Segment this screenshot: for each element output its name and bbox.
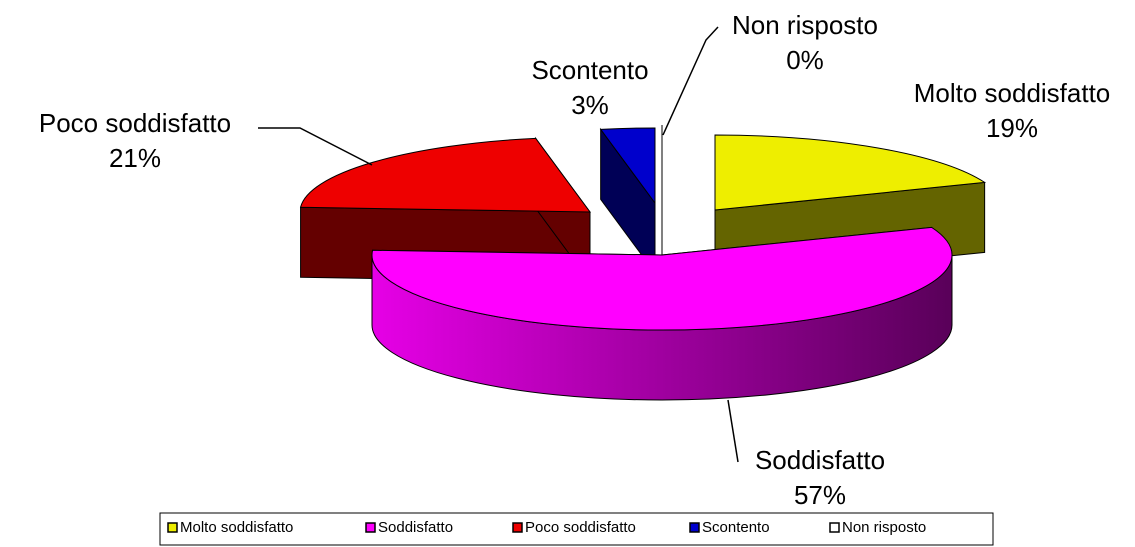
slice-top <box>371 226 953 331</box>
value-label: 57% <box>794 480 846 510</box>
legend-label: Poco soddisfatto <box>525 519 636 536</box>
leader-line <box>727 399 739 463</box>
slice-label: Non risposto <box>732 10 878 40</box>
leader-line <box>258 127 373 166</box>
slice-label: Poco soddisfatto <box>39 108 231 138</box>
leader-line <box>662 26 719 136</box>
legend-label: Soddisfatto <box>378 519 453 536</box>
legend-swatch <box>829 522 840 533</box>
leader-lines <box>258 26 739 463</box>
slice-label: Scontento <box>531 55 648 85</box>
slice-label: Molto soddisfatto <box>914 78 1111 108</box>
value-label: 19% <box>986 113 1038 143</box>
legend-swatch <box>365 522 376 533</box>
slice-top <box>599 127 656 205</box>
slice-top <box>714 134 987 211</box>
slice-label: Soddisfatto <box>755 445 885 475</box>
labels: Molto soddisfatto 19% Molto soddisfatto Sod… <box>39 10 1110 536</box>
legend-label: Scontento <box>702 519 770 536</box>
pie <box>299 125 987 401</box>
value-label: 0% <box>786 45 824 75</box>
slice-top <box>299 137 592 213</box>
legend-label: Molto soddisfatto <box>180 519 293 536</box>
legend-box <box>159 512 994 546</box>
slice <box>371 226 953 401</box>
legend-swatch <box>167 522 178 533</box>
legend-swatch <box>512 522 523 533</box>
legend-label: Non risposto <box>842 519 926 536</box>
legend-swatch <box>689 522 700 533</box>
value-label: 21% <box>109 143 161 173</box>
slice <box>599 127 656 275</box>
value-label: 3% <box>571 90 609 120</box>
